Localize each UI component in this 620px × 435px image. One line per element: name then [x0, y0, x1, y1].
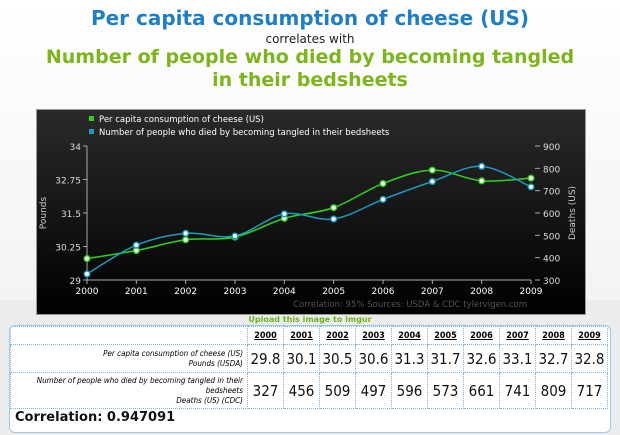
table-cell: 596 [391, 372, 428, 409]
year-header-row: 2000 2001 2002 2003 2004 2005 2006 2007 2008 2009 [10, 326, 608, 345]
chart: 29 30.25 31.5 32.75 34 300 400 500 600 700 800 900 2… [36, 109, 586, 315]
table-cell: 573 [427, 372, 464, 409]
table-cell: 456 [283, 372, 320, 409]
row-label: Per capita consumption of cheese (US) Pou… [10, 344, 248, 373]
table-cell: 509 [319, 372, 356, 409]
table-cell: 33.1 [499, 344, 536, 373]
data-point-1 [280, 210, 288, 218]
y2-tick-label: 700 [543, 188, 560, 198]
y-tick-label: 32.75 [55, 177, 81, 187]
y2-tick-label: 400 [543, 255, 560, 265]
x-tick-label: 2006 [372, 287, 395, 297]
x-tick-label: 2004 [273, 287, 296, 297]
y2-tick-label: 900 [543, 143, 560, 153]
data-point-0 [83, 255, 91, 263]
data-point-1 [330, 215, 338, 223]
year-header: 2004 [391, 326, 428, 345]
y2-tick-label: 600 [543, 210, 560, 220]
x-tick-label: 2002 [174, 287, 197, 297]
data-point-0 [478, 177, 486, 185]
x-tick-label: 2005 [322, 287, 345, 297]
y2-axis-title: Deaths (US) [568, 186, 578, 240]
table-cell: 32.7 [535, 344, 572, 373]
legend-label-0: Per capita consumption of cheese (US) [99, 115, 264, 125]
table-cell: 32.8 [571, 344, 608, 373]
table-cell: 717 [571, 372, 608, 409]
x-tick-label: 2000 [76, 287, 99, 297]
data-point-1 [527, 183, 535, 191]
data-point-0 [330, 204, 338, 212]
y-tick-label: 34 [70, 143, 82, 153]
y-axis-title: Pounds [39, 196, 49, 229]
y-tick-label: 30.25 [55, 244, 81, 254]
year-header: 2006 [463, 326, 500, 345]
data-point-0 [527, 174, 535, 182]
y-tick-label: 31.5 [61, 210, 81, 220]
table-cell: 741 [499, 372, 536, 409]
data-point-0 [428, 166, 436, 174]
year-header: 2009 [571, 326, 608, 345]
data-table-grid: 2000 2001 2002 2003 2004 2005 2006 2007 2008 2009… [10, 326, 608, 409]
table-row: Per capita consumption of cheese (US) Pou… [10, 344, 608, 373]
row-unit: Deaths (US) (CDC) [176, 395, 243, 405]
data-point-0 [379, 179, 387, 188]
y2-tick-label: 800 [543, 165, 560, 175]
data-point-1 [379, 195, 387, 203]
year-header: 2001 [283, 326, 320, 345]
data-point-1 [231, 232, 239, 240]
chart-svg: 29 30.25 31.5 32.75 34 300 400 500 600 700 800 900 2… [39, 115, 578, 310]
series-line-0 [86, 169, 532, 260]
table-cell: 30.5 [319, 344, 356, 373]
data-point-1 [182, 229, 190, 237]
table-row: Number of people who died by becoming ta… [10, 372, 608, 409]
legend-label-1: Number of people who died by becoming ta… [99, 128, 390, 138]
data-point-0 [182, 236, 190, 244]
table-cell: 497 [355, 372, 392, 409]
legend-marker-0 [89, 116, 94, 121]
table-cell: 809 [535, 372, 572, 409]
x-tick-label: 2007 [421, 287, 444, 297]
legend-marker-1 [89, 129, 94, 134]
table-cell: 32.6 [463, 344, 500, 373]
chart-footer: Correlation: 95% Sources: USDA & CDC tyl… [293, 300, 527, 310]
empty-cell [10, 326, 248, 345]
data-point-1 [132, 241, 140, 249]
row-label: Number of people who died by becoming ta… [10, 372, 248, 409]
title-secondary: Number of people who died by becoming ta… [45, 46, 575, 91]
title-connector: correlates with [265, 32, 355, 46]
table-cell: 31.7 [427, 344, 464, 373]
row-unit: Pounds (USDA) [188, 358, 243, 368]
table-cell: 327 [247, 372, 284, 409]
table-cell: 31.3 [391, 344, 428, 373]
title-primary: Per capita consumption of cheese (US) [90, 6, 530, 30]
year-header: 2003 [355, 326, 392, 345]
x-tick-label: 2003 [224, 287, 247, 297]
correlation-value: Correlation: 0.947091 [15, 410, 176, 425]
table-cell: 661 [463, 372, 500, 409]
data-point-1 [478, 162, 486, 170]
y2-tick-label: 500 [543, 232, 560, 242]
row-label-text: Per capita consumption of cheese (US) [103, 348, 243, 358]
upload-link[interactable]: Upload this image to imgur [248, 315, 372, 324]
table-cell: 29.8 [247, 344, 284, 373]
row-label-text: Number of people who died by becoming ta… [36, 375, 243, 395]
year-header: 2000 [247, 326, 284, 345]
data-table: 2000 2001 2002 2003 2004 2005 2006 2007 2008 2009… [9, 325, 611, 433]
year-header: 2005 [427, 326, 464, 345]
series-line-1 [86, 165, 532, 275]
table-cell: 30.6 [355, 344, 392, 373]
data-point-1 [428, 177, 436, 186]
y-tick-label: 29 [70, 277, 82, 287]
table-cell: 30.1 [283, 344, 320, 373]
x-tick-label: 2001 [125, 287, 148, 297]
year-header: 2002 [319, 326, 356, 345]
x-tick-label: 2008 [470, 287, 493, 297]
year-header: 2007 [499, 326, 536, 345]
year-header: 2008 [535, 326, 572, 345]
x-tick-label: 2009 [520, 287, 543, 297]
y2-tick-label: 300 [543, 277, 560, 287]
data-point-1 [83, 270, 91, 278]
